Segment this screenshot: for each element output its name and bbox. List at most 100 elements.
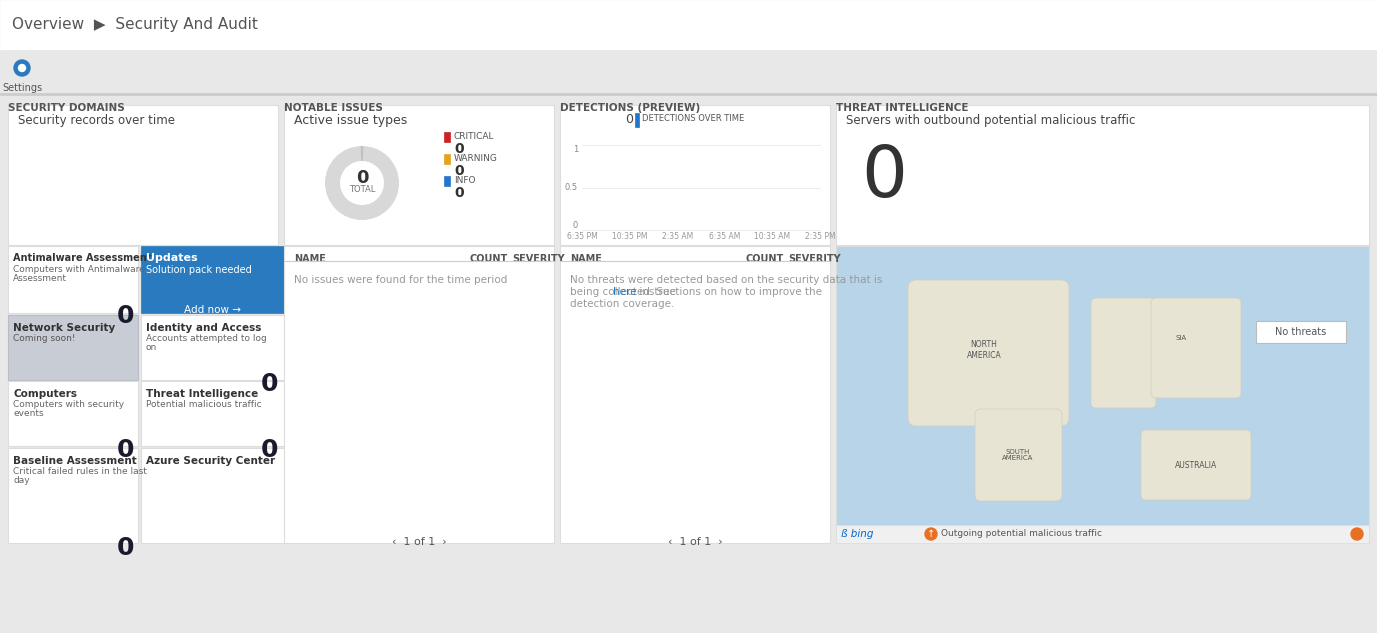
Text: 0: 0: [260, 438, 278, 462]
FancyBboxPatch shape: [0, 0, 1377, 50]
Text: SEVERITY: SEVERITY: [788, 254, 840, 264]
Text: Baseline Assessment: Baseline Assessment: [12, 456, 136, 466]
Text: Security records over time: Security records over time: [18, 114, 175, 127]
Text: Servers with outbound potential malicious traffic: Servers with outbound potential maliciou…: [845, 114, 1136, 127]
Text: DETECTIONS OVER TIME: DETECTIONS OVER TIME: [642, 114, 744, 123]
FancyBboxPatch shape: [284, 246, 554, 543]
Text: AUSTRALIA: AUSTRALIA: [1175, 460, 1217, 470]
Text: Identity and Access: Identity and Access: [146, 323, 262, 333]
Text: instructions on how to improve the: instructions on how to improve the: [636, 287, 822, 297]
Text: here: here: [613, 287, 636, 297]
FancyBboxPatch shape: [8, 448, 138, 543]
FancyBboxPatch shape: [836, 105, 1369, 245]
Text: No threats were detected based on the security data that is: No threats were detected based on the se…: [570, 275, 883, 285]
Text: TOTAL: TOTAL: [348, 185, 375, 194]
Text: NOTABLE ISSUES: NOTABLE ISSUES: [284, 103, 383, 113]
Text: SEVERITY: SEVERITY: [512, 254, 565, 264]
Text: COUNT: COUNT: [470, 254, 507, 264]
Text: WARNING: WARNING: [454, 154, 498, 163]
Text: on: on: [146, 343, 157, 352]
FancyBboxPatch shape: [8, 105, 278, 245]
Wedge shape: [325, 146, 399, 220]
Text: Coming soon!: Coming soon!: [12, 334, 76, 343]
Text: NORTH
AMERICA: NORTH AMERICA: [967, 341, 1001, 360]
Circle shape: [18, 65, 26, 72]
Text: 6:35 PM: 6:35 PM: [566, 232, 598, 241]
FancyBboxPatch shape: [1142, 430, 1250, 500]
FancyBboxPatch shape: [560, 105, 830, 245]
Text: Computers with Antimalware: Computers with Antimalware: [12, 265, 145, 274]
FancyBboxPatch shape: [635, 113, 639, 127]
Text: Threat Intelligence: Threat Intelligence: [146, 389, 259, 399]
Text: 0: 0: [454, 164, 464, 178]
Circle shape: [1351, 528, 1363, 540]
FancyBboxPatch shape: [907, 280, 1069, 426]
Text: 0: 0: [260, 372, 278, 396]
FancyBboxPatch shape: [140, 315, 286, 380]
Text: Active issue types: Active issue types: [295, 114, 408, 127]
FancyBboxPatch shape: [0, 93, 1377, 95]
FancyBboxPatch shape: [140, 246, 286, 313]
Text: 2:35 PM: 2:35 PM: [804, 232, 836, 241]
Text: being collected. See: being collected. See: [570, 287, 679, 297]
Text: Overview  ▶  Security And Audit: Overview ▶ Security And Audit: [12, 18, 257, 32]
FancyBboxPatch shape: [836, 525, 1369, 543]
Text: ‹  1 of 1  ›: ‹ 1 of 1 ›: [391, 537, 446, 547]
Text: Critical failed rules in the last: Critical failed rules in the last: [12, 467, 147, 476]
Text: 0: 0: [625, 113, 633, 126]
Text: day: day: [12, 476, 30, 485]
Text: ↑: ↑: [927, 529, 935, 539]
FancyBboxPatch shape: [0, 50, 1377, 93]
Circle shape: [925, 528, 936, 540]
Text: 1: 1: [573, 145, 578, 154]
Text: 10:35 AM: 10:35 AM: [755, 232, 790, 241]
FancyBboxPatch shape: [8, 246, 138, 313]
Text: 0: 0: [117, 304, 135, 328]
Text: SECURITY DOMAINS: SECURITY DOMAINS: [8, 103, 125, 113]
Text: ‹  1 of 1  ›: ‹ 1 of 1 ›: [668, 537, 723, 547]
Text: Computers with security: Computers with security: [12, 400, 124, 409]
FancyBboxPatch shape: [8, 315, 138, 380]
Text: CRITICAL: CRITICAL: [454, 132, 494, 141]
Text: SOUTH
AMERICA: SOUTH AMERICA: [1002, 449, 1034, 461]
FancyBboxPatch shape: [443, 176, 450, 186]
Text: NAME: NAME: [570, 254, 602, 264]
Text: DETECTIONS (PREVIEW): DETECTIONS (PREVIEW): [560, 103, 701, 113]
FancyBboxPatch shape: [8, 381, 138, 446]
FancyBboxPatch shape: [140, 381, 286, 446]
Text: 6:35 AM: 6:35 AM: [709, 232, 741, 241]
FancyBboxPatch shape: [836, 246, 1369, 543]
Text: ß bing: ß bing: [841, 529, 873, 539]
Text: No issues were found for the time period: No issues were found for the time period: [295, 275, 507, 285]
Text: Updates: Updates: [146, 253, 198, 263]
Text: 0.5: 0.5: [565, 183, 578, 192]
Text: No threats: No threats: [1275, 327, 1326, 337]
Text: Accounts attempted to log: Accounts attempted to log: [146, 334, 267, 343]
FancyBboxPatch shape: [443, 132, 450, 142]
Text: INFO: INFO: [454, 176, 475, 185]
FancyBboxPatch shape: [443, 154, 450, 164]
Text: 2:35 AM: 2:35 AM: [661, 232, 693, 241]
Text: 0: 0: [454, 186, 464, 200]
Text: 0: 0: [861, 144, 907, 213]
FancyBboxPatch shape: [975, 409, 1062, 501]
FancyBboxPatch shape: [1151, 298, 1241, 398]
Text: Antimalware Assessment: Antimalware Assessment: [12, 253, 151, 263]
FancyBboxPatch shape: [1091, 298, 1157, 408]
FancyBboxPatch shape: [1256, 321, 1345, 343]
FancyBboxPatch shape: [140, 448, 286, 543]
Text: THREAT INTELLIGENCE: THREAT INTELLIGENCE: [836, 103, 968, 113]
Text: events: events: [12, 409, 44, 418]
Text: Potential malicious traffic: Potential malicious traffic: [146, 400, 262, 409]
Text: SIA: SIA: [1176, 335, 1187, 341]
Text: Solution pack needed: Solution pack needed: [146, 265, 252, 275]
Text: Network Security: Network Security: [12, 323, 116, 333]
Text: Add now →: Add now →: [185, 305, 241, 315]
Circle shape: [14, 60, 30, 76]
Text: detection coverage.: detection coverage.: [570, 299, 675, 309]
Text: Assessment: Assessment: [12, 274, 67, 283]
FancyBboxPatch shape: [560, 246, 830, 543]
Text: 0: 0: [573, 221, 578, 230]
Text: 10:35 PM: 10:35 PM: [611, 232, 647, 241]
Text: 0: 0: [355, 169, 368, 187]
